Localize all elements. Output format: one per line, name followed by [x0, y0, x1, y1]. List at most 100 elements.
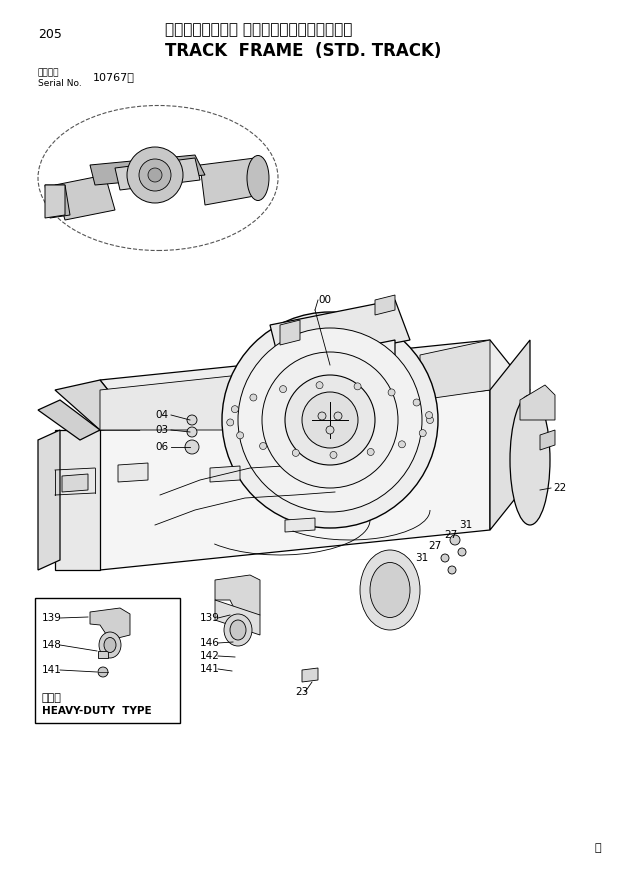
- Text: 00: 00: [318, 295, 331, 305]
- Circle shape: [227, 419, 234, 426]
- Text: 31: 31: [415, 553, 428, 563]
- Polygon shape: [118, 463, 148, 482]
- Circle shape: [260, 442, 267, 449]
- Text: Ⓜ: Ⓜ: [595, 843, 601, 853]
- Polygon shape: [62, 474, 88, 492]
- Polygon shape: [215, 575, 260, 620]
- Polygon shape: [210, 466, 240, 482]
- Ellipse shape: [230, 620, 246, 640]
- Circle shape: [187, 427, 197, 437]
- Text: HEAVY-DUTY  TYPE: HEAVY-DUTY TYPE: [42, 706, 152, 716]
- Ellipse shape: [224, 614, 252, 646]
- Text: 146: 146: [200, 638, 220, 648]
- Polygon shape: [280, 320, 300, 345]
- Polygon shape: [540, 430, 555, 450]
- Text: 139: 139: [200, 613, 220, 623]
- Circle shape: [148, 168, 162, 182]
- Polygon shape: [45, 185, 70, 218]
- Polygon shape: [375, 295, 395, 315]
- Polygon shape: [420, 340, 490, 400]
- Circle shape: [302, 392, 358, 448]
- Circle shape: [250, 394, 257, 401]
- Polygon shape: [55, 380, 140, 430]
- Circle shape: [326, 426, 334, 434]
- Circle shape: [139, 159, 171, 191]
- Text: トラックフレーム （スタンダードトラック）: トラックフレーム （スタンダードトラック）: [165, 22, 352, 37]
- Text: 141: 141: [200, 664, 220, 674]
- Polygon shape: [285, 518, 315, 532]
- Circle shape: [292, 449, 299, 456]
- Circle shape: [262, 352, 398, 488]
- Polygon shape: [100, 340, 530, 430]
- Polygon shape: [55, 175, 115, 220]
- FancyBboxPatch shape: [35, 598, 180, 723]
- Ellipse shape: [360, 550, 420, 630]
- Text: 適用号機: 適用号機: [38, 68, 60, 77]
- Text: 142: 142: [200, 651, 220, 661]
- Circle shape: [419, 429, 426, 436]
- Text: 03: 03: [155, 425, 168, 435]
- Circle shape: [187, 415, 197, 425]
- Polygon shape: [38, 430, 60, 570]
- Circle shape: [458, 548, 466, 556]
- Text: 27: 27: [444, 530, 458, 540]
- Circle shape: [388, 389, 395, 396]
- Text: 強化型: 強化型: [42, 693, 62, 703]
- Text: Serial No.: Serial No.: [38, 79, 82, 88]
- Polygon shape: [490, 340, 530, 530]
- Circle shape: [231, 406, 239, 413]
- Circle shape: [238, 328, 422, 512]
- Circle shape: [413, 399, 420, 406]
- Polygon shape: [55, 430, 100, 570]
- Polygon shape: [38, 400, 100, 440]
- Ellipse shape: [99, 632, 121, 658]
- Text: 22: 22: [553, 483, 566, 493]
- Polygon shape: [520, 385, 555, 420]
- Text: 205: 205: [38, 28, 62, 41]
- Text: 141: 141: [42, 665, 62, 675]
- Text: 139: 139: [42, 613, 62, 623]
- Ellipse shape: [510, 395, 550, 525]
- Polygon shape: [115, 158, 200, 190]
- Circle shape: [185, 440, 199, 454]
- Circle shape: [285, 375, 375, 465]
- Circle shape: [316, 382, 323, 389]
- Text: 27: 27: [428, 541, 441, 551]
- Circle shape: [318, 412, 326, 420]
- Bar: [98, 651, 108, 658]
- Circle shape: [334, 412, 342, 420]
- Circle shape: [330, 451, 337, 458]
- Polygon shape: [200, 158, 260, 205]
- Circle shape: [280, 385, 286, 392]
- Circle shape: [448, 566, 456, 574]
- Circle shape: [399, 441, 405, 448]
- Text: TRACK  FRAME  (STD. TRACK): TRACK FRAME (STD. TRACK): [165, 42, 441, 60]
- Ellipse shape: [104, 638, 116, 653]
- Circle shape: [98, 667, 108, 677]
- Text: 23: 23: [295, 687, 308, 697]
- Polygon shape: [100, 390, 490, 570]
- Polygon shape: [270, 300, 410, 365]
- Text: 06: 06: [155, 442, 168, 452]
- Polygon shape: [215, 600, 260, 635]
- Polygon shape: [270, 340, 395, 400]
- Ellipse shape: [247, 156, 269, 201]
- Text: 10767～: 10767～: [93, 72, 135, 82]
- Circle shape: [425, 412, 433, 419]
- Polygon shape: [45, 185, 65, 218]
- Text: 04: 04: [155, 410, 168, 420]
- Ellipse shape: [370, 562, 410, 618]
- Circle shape: [127, 147, 183, 203]
- Polygon shape: [90, 608, 130, 640]
- Text: 31: 31: [459, 520, 472, 530]
- Circle shape: [367, 449, 374, 456]
- Circle shape: [441, 554, 449, 562]
- Circle shape: [237, 432, 244, 439]
- Polygon shape: [100, 375, 240, 430]
- Circle shape: [427, 416, 433, 423]
- Polygon shape: [302, 668, 318, 682]
- Polygon shape: [90, 155, 205, 185]
- Circle shape: [222, 312, 438, 528]
- Text: 148: 148: [42, 640, 62, 650]
- Circle shape: [354, 383, 361, 390]
